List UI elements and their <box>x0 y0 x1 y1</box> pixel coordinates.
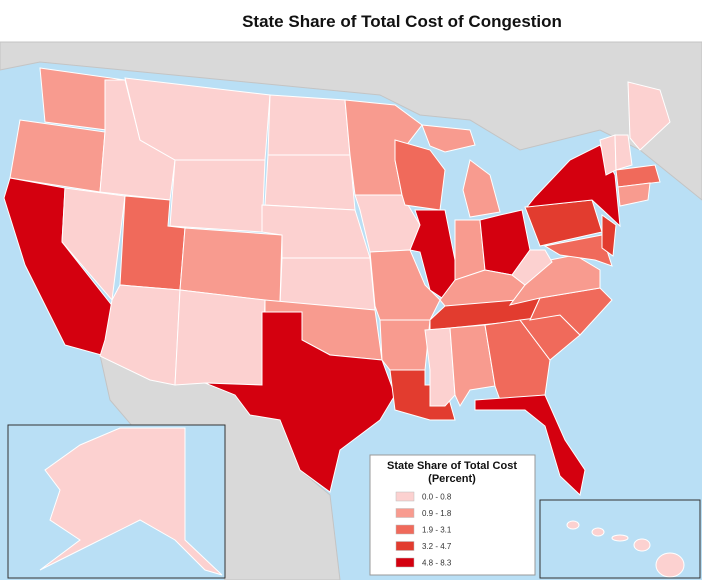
state <box>379 319 431 371</box>
state <box>615 164 661 188</box>
legend-subtitle: (Percent) <box>428 473 476 485</box>
state <box>421 124 476 153</box>
state <box>525 144 621 228</box>
state <box>614 134 633 171</box>
state <box>39 427 223 576</box>
state <box>264 154 356 211</box>
state <box>617 182 651 207</box>
legend-label: 0.0 - 0.8 <box>422 493 452 502</box>
state <box>566 520 580 530</box>
state <box>511 249 553 286</box>
state <box>601 214 617 257</box>
state <box>655 552 685 578</box>
state <box>543 234 613 267</box>
state <box>633 538 651 552</box>
state <box>462 159 501 218</box>
legend-swatch <box>395 524 415 535</box>
legend-swatch <box>395 541 415 551</box>
map-title: State Share of Total Cost of Congestion <box>242 12 562 31</box>
state <box>174 289 266 386</box>
legend-swatch <box>395 508 415 518</box>
state <box>369 249 441 321</box>
state <box>204 311 396 493</box>
state <box>627 81 671 151</box>
state <box>267 94 351 156</box>
legend-title: State Share of Total Cost <box>387 460 517 472</box>
state <box>591 527 605 537</box>
state <box>394 139 446 211</box>
legend-label: 3.2 - 4.7 <box>422 542 452 551</box>
legend-label: 0.9 - 1.8 <box>422 509 452 518</box>
state <box>99 284 181 386</box>
legend-label: 1.9 - 3.1 <box>422 526 452 535</box>
hawaii <box>566 520 685 578</box>
state <box>389 369 456 421</box>
state <box>474 394 586 496</box>
state <box>508 254 601 306</box>
legend-label: 4.8 - 8.3 <box>422 559 452 568</box>
state <box>179 227 283 303</box>
state <box>169 159 266 233</box>
canada <box>0 41 702 201</box>
state <box>409 209 461 301</box>
legend-swatch <box>395 491 415 502</box>
states <box>3 67 701 579</box>
legend: 0.0 - 0.8 0.9 - 1.8 1.9 - 3.1 3.2 - 4.7 4.8 … <box>395 491 452 568</box>
legend-swatch <box>395 557 415 568</box>
state <box>611 534 629 542</box>
